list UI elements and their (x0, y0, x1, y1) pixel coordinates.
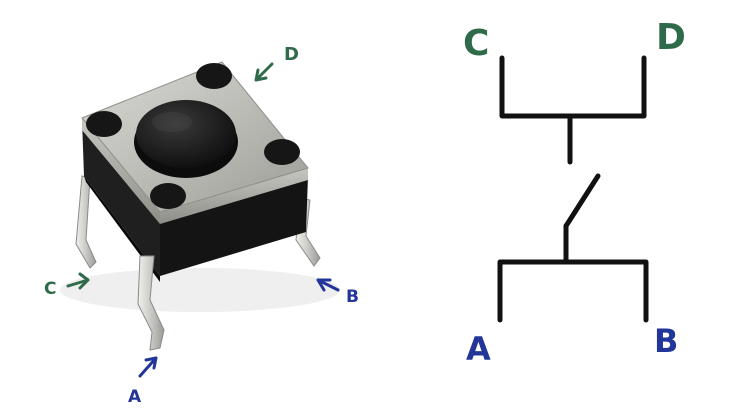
schematic-label-a: A (466, 330, 491, 368)
top-rail-c-d (499, 55, 647, 119)
corner-stud-b (264, 139, 300, 165)
switch-body-left-side (82, 120, 160, 276)
arrow-to-pin-b (316, 278, 340, 292)
photo-label-b: B (346, 287, 359, 307)
tactile-switch-illustration (60, 61, 340, 351)
photo-label-c: C (44, 279, 56, 299)
corner-stud-c (86, 111, 122, 137)
switch-schematic (497, 55, 649, 323)
schematic-label-b: B (654, 322, 678, 360)
arrow-to-pin-d (254, 62, 274, 82)
arrow-to-pin-a (138, 356, 158, 378)
arrow-to-pin-c (66, 272, 90, 290)
photo-label-a: A (128, 387, 142, 407)
plunger-cap (136, 100, 236, 168)
photo-label-d: D (284, 44, 299, 65)
schematic-label-c: C (463, 23, 489, 64)
bottom-rail-a-b (497, 259, 649, 323)
switch-lever (563, 173, 601, 229)
schematic-label-d: D (656, 17, 686, 58)
frame-left-edge (82, 118, 160, 224)
frame-front-edge (160, 168, 308, 224)
switch-shadow (60, 268, 340, 312)
switch-body-front-side (160, 176, 308, 276)
corner-stud-d (196, 63, 232, 89)
pin-a-leg (137, 255, 165, 351)
corner-stud-a (150, 183, 186, 209)
